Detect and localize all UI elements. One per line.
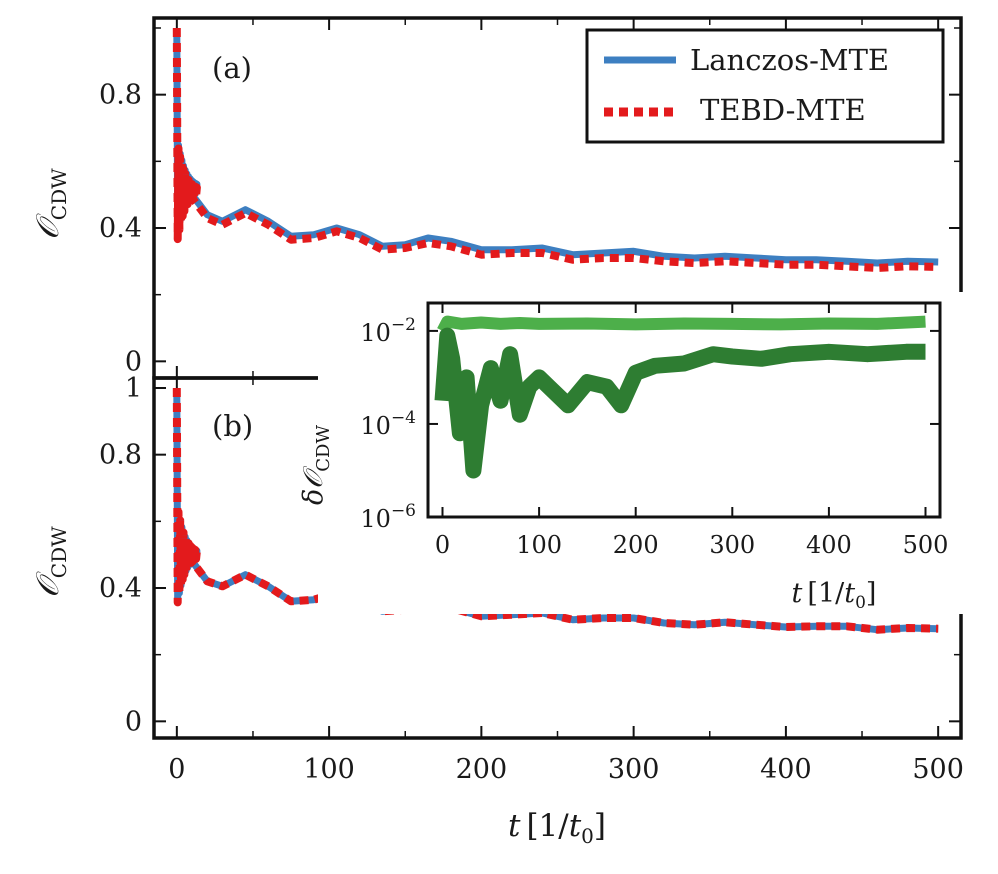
panel-b-xtick-label: 100 [303, 754, 355, 785]
panel-b-ytick-label: 1 [125, 373, 142, 404]
panel-b-label: (b) [212, 409, 253, 443]
panel-a-ticks: 0 0.4 0.8 [99, 18, 961, 378]
panel-b-ytick-label: 0 [125, 706, 142, 737]
panel-b-xtick-label: 0 [168, 754, 185, 785]
legend-box [585, 28, 945, 144]
y-axis-label-b: 𝒪CDW [30, 526, 71, 598]
inset-xtick-label: 400 [806, 531, 852, 559]
inset-frame [426, 301, 942, 519]
x-axis-label: t [1/t0] [508, 808, 606, 848]
panel-a-ytick-label: 0 [125, 346, 142, 377]
inset-x-label-t: t [792, 578, 803, 609]
inset-ytick-label: 10−4 [360, 408, 416, 440]
inset-xtick-label: 100 [516, 531, 562, 559]
inset-x-label-close: ] [866, 578, 877, 609]
inset-y-label-sub: CDW [313, 425, 334, 472]
panel-b-xtick-label: 200 [456, 754, 508, 785]
panel-b-xtick-label: 500 [912, 754, 964, 785]
inset-chart: 10−2 10−4 10−6 0 100 200 300 400 500 δ𝒪CDW t [1/t… [298, 292, 968, 614]
panel-b-xtick-label: 400 [760, 754, 812, 785]
inset-y-label-delta: δ [298, 489, 329, 505]
svg-text:𝒪CDW: 𝒪CDW [30, 526, 71, 598]
panel-b-ticks: 0 0.4 0.8 1 0 100 200 300 400 500 [99, 373, 964, 785]
inset-xtick-label: 500 [903, 531, 949, 559]
inset-x-label-t0: t [844, 578, 855, 609]
panel-b-xtick-label: 300 [608, 754, 660, 785]
inset-ytick-label: 10−6 [360, 501, 416, 533]
panel-a-series [172, 27, 939, 272]
panel-b-ytick-label: 0.4 [99, 573, 142, 604]
y-axis-label-a: 𝒪CDW [30, 168, 71, 240]
panel-b-series-tebd [172, 387, 939, 634]
inset-xtick-label: 200 [613, 531, 659, 559]
inset-ticks: 10−2 10−4 10−6 0 100 200 300 400 500 [360, 303, 948, 559]
panel-b-series [172, 387, 939, 634]
inset-x-label-sub: 0 [855, 593, 866, 613]
x-axis-label-sub: 0 [581, 824, 594, 848]
inset-xtick-label: 0 [435, 531, 450, 559]
inset-x-axis-label: t [1/t0] [792, 578, 877, 613]
svg-text:𝒪CDW: 𝒪CDW [30, 168, 71, 240]
panel-a-ytick-label: 0.8 [99, 80, 142, 111]
inset-x-label-open: [1/ [807, 578, 845, 609]
x-axis-label-t0: t [569, 808, 582, 844]
inset-y-axis-label: δ𝒪CDW [298, 425, 334, 505]
inset-series-error-b [434, 327, 926, 479]
x-axis-label-open: [1/ [526, 808, 569, 844]
svg-text:δ𝒪CDW: δ𝒪CDW [298, 425, 334, 505]
panel-a-label: (a) [212, 51, 252, 85]
legend: Lanczos-MTE TEBD-MTE [585, 28, 945, 144]
inset-xtick-label: 300 [709, 531, 755, 559]
legend-label-lanczos: Lanczos-MTE [690, 43, 889, 77]
x-axis-label-close: ] [594, 808, 606, 844]
panel-b-ytick-label: 0.8 [99, 440, 142, 471]
x-axis-label-t: t [508, 808, 521, 844]
panel-a-ytick-label: 0.4 [99, 213, 142, 244]
panel-a-series-tebd [172, 27, 939, 272]
inset-ytick-label: 10−2 [360, 315, 416, 347]
inset-series-error-a [437, 315, 926, 334]
y-axis-label-b-sub: CDW [47, 526, 71, 578]
legend-label-tebd: TEBD-MTE [700, 93, 866, 127]
y-axis-label-a-sub: CDW [47, 168, 71, 220]
inset-background [318, 292, 968, 614]
inset-series [434, 315, 926, 479]
